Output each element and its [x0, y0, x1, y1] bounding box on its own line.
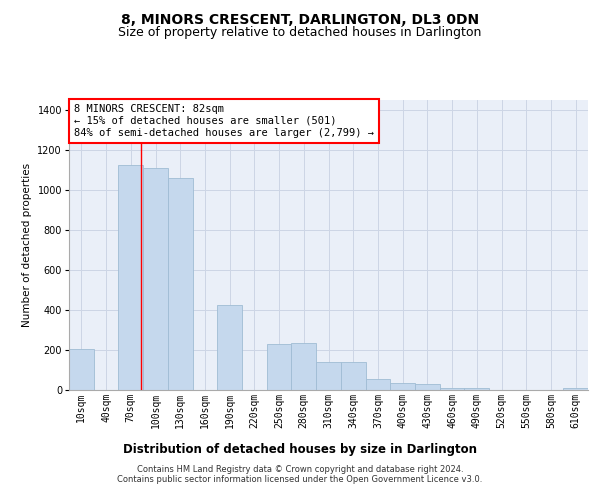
Bar — [118, 165, 143, 390]
Text: Contains HM Land Registry data © Crown copyright and database right 2024.: Contains HM Land Registry data © Crown c… — [137, 465, 463, 474]
Bar — [69, 349, 94, 390]
Text: 8, MINORS CRESCENT, DARLINGTON, DL3 0DN: 8, MINORS CRESCENT, DARLINGTON, DL3 0DN — [121, 12, 479, 26]
Bar — [341, 362, 365, 390]
Text: Distribution of detached houses by size in Darlington: Distribution of detached houses by size … — [123, 442, 477, 456]
Bar — [267, 344, 292, 390]
Bar — [292, 343, 316, 390]
Bar — [217, 305, 242, 390]
Text: Contains public sector information licensed under the Open Government Licence v3: Contains public sector information licen… — [118, 475, 482, 484]
Bar — [464, 388, 489, 390]
Bar — [440, 388, 464, 390]
Bar — [563, 388, 588, 390]
Bar — [143, 168, 168, 390]
Bar — [415, 384, 440, 390]
Text: Size of property relative to detached houses in Darlington: Size of property relative to detached ho… — [118, 26, 482, 39]
Bar — [365, 379, 390, 390]
Y-axis label: Number of detached properties: Number of detached properties — [22, 163, 32, 327]
Bar — [390, 383, 415, 390]
Bar — [168, 178, 193, 390]
Bar — [316, 362, 341, 390]
Text: 8 MINORS CRESCENT: 82sqm
← 15% of detached houses are smaller (501)
84% of semi-: 8 MINORS CRESCENT: 82sqm ← 15% of detach… — [74, 104, 374, 138]
